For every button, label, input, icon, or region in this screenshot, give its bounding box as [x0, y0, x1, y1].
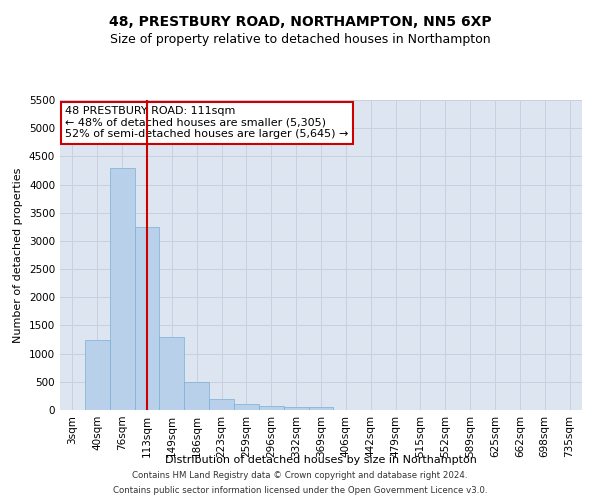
Y-axis label: Number of detached properties: Number of detached properties [13, 168, 23, 342]
Bar [259, 406, 284, 410]
Bar [110, 168, 134, 410]
Text: 48 PRESTBURY ROAD: 111sqm
← 48% of detached houses are smaller (5,305)
52% of se: 48 PRESTBURY ROAD: 111sqm ← 48% of detac… [65, 106, 349, 140]
Text: Distribution of detached houses by size in Northampton: Distribution of detached houses by size … [165, 455, 477, 465]
Bar [284, 407, 308, 410]
Bar [184, 382, 209, 410]
Text: Size of property relative to detached houses in Northampton: Size of property relative to detached ho… [110, 32, 490, 46]
Text: Contains public sector information licensed under the Open Government Licence v3: Contains public sector information licen… [113, 486, 487, 495]
Bar [134, 227, 160, 410]
Bar [234, 404, 259, 410]
Bar [160, 336, 184, 410]
Bar [85, 340, 110, 410]
Bar [308, 407, 334, 410]
Text: Contains HM Land Registry data © Crown copyright and database right 2024.: Contains HM Land Registry data © Crown c… [132, 471, 468, 480]
Text: 48, PRESTBURY ROAD, NORTHAMPTON, NN5 6XP: 48, PRESTBURY ROAD, NORTHAMPTON, NN5 6XP [109, 15, 491, 29]
Bar [209, 398, 234, 410]
